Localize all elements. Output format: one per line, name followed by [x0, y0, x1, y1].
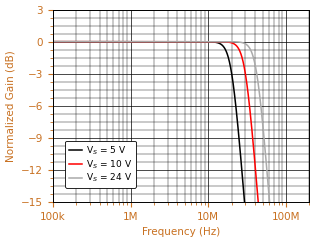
- V$_S$ = 24 V: [95, 40, 99, 43]
- X-axis label: Frequency (Hz): Frequency (Hz): [142, 227, 220, 237]
- V$_S$ = 10 V: [160, 40, 164, 43]
- Line: V$_S$ = 10 V: V$_S$ = 10 V: [53, 42, 309, 243]
- Line: V$_S$ = 5 V: V$_S$ = 5 V: [53, 42, 309, 243]
- V$_S$ = 24 V: [51, 40, 55, 43]
- V$_S$ = 5 V: [160, 40, 164, 43]
- V$_S$ = 10 V: [51, 40, 55, 43]
- V$_S$ = 10 V: [149, 40, 153, 43]
- V$_S$ = 24 V: [80, 40, 84, 43]
- V$_S$ = 24 V: [149, 40, 153, 43]
- V$_S$ = 24 V: [160, 40, 164, 43]
- V$_S$ = 5 V: [80, 40, 84, 43]
- Legend: V$_S$ = 5 V, V$_S$ = 10 V, V$_S$ = 24 V: V$_S$ = 5 V, V$_S$ = 10 V, V$_S$ = 24 V: [65, 141, 135, 188]
- V$_S$ = 10 V: [95, 40, 99, 43]
- V$_S$ = 10 V: [80, 40, 84, 43]
- V$_S$ = 5 V: [149, 40, 153, 43]
- V$_S$ = 5 V: [51, 40, 55, 43]
- Y-axis label: Normalized Gain (dB): Normalized Gain (dB): [6, 50, 15, 162]
- Line: V$_S$ = 24 V: V$_S$ = 24 V: [53, 42, 309, 243]
- V$_S$ = 5 V: [95, 40, 99, 43]
